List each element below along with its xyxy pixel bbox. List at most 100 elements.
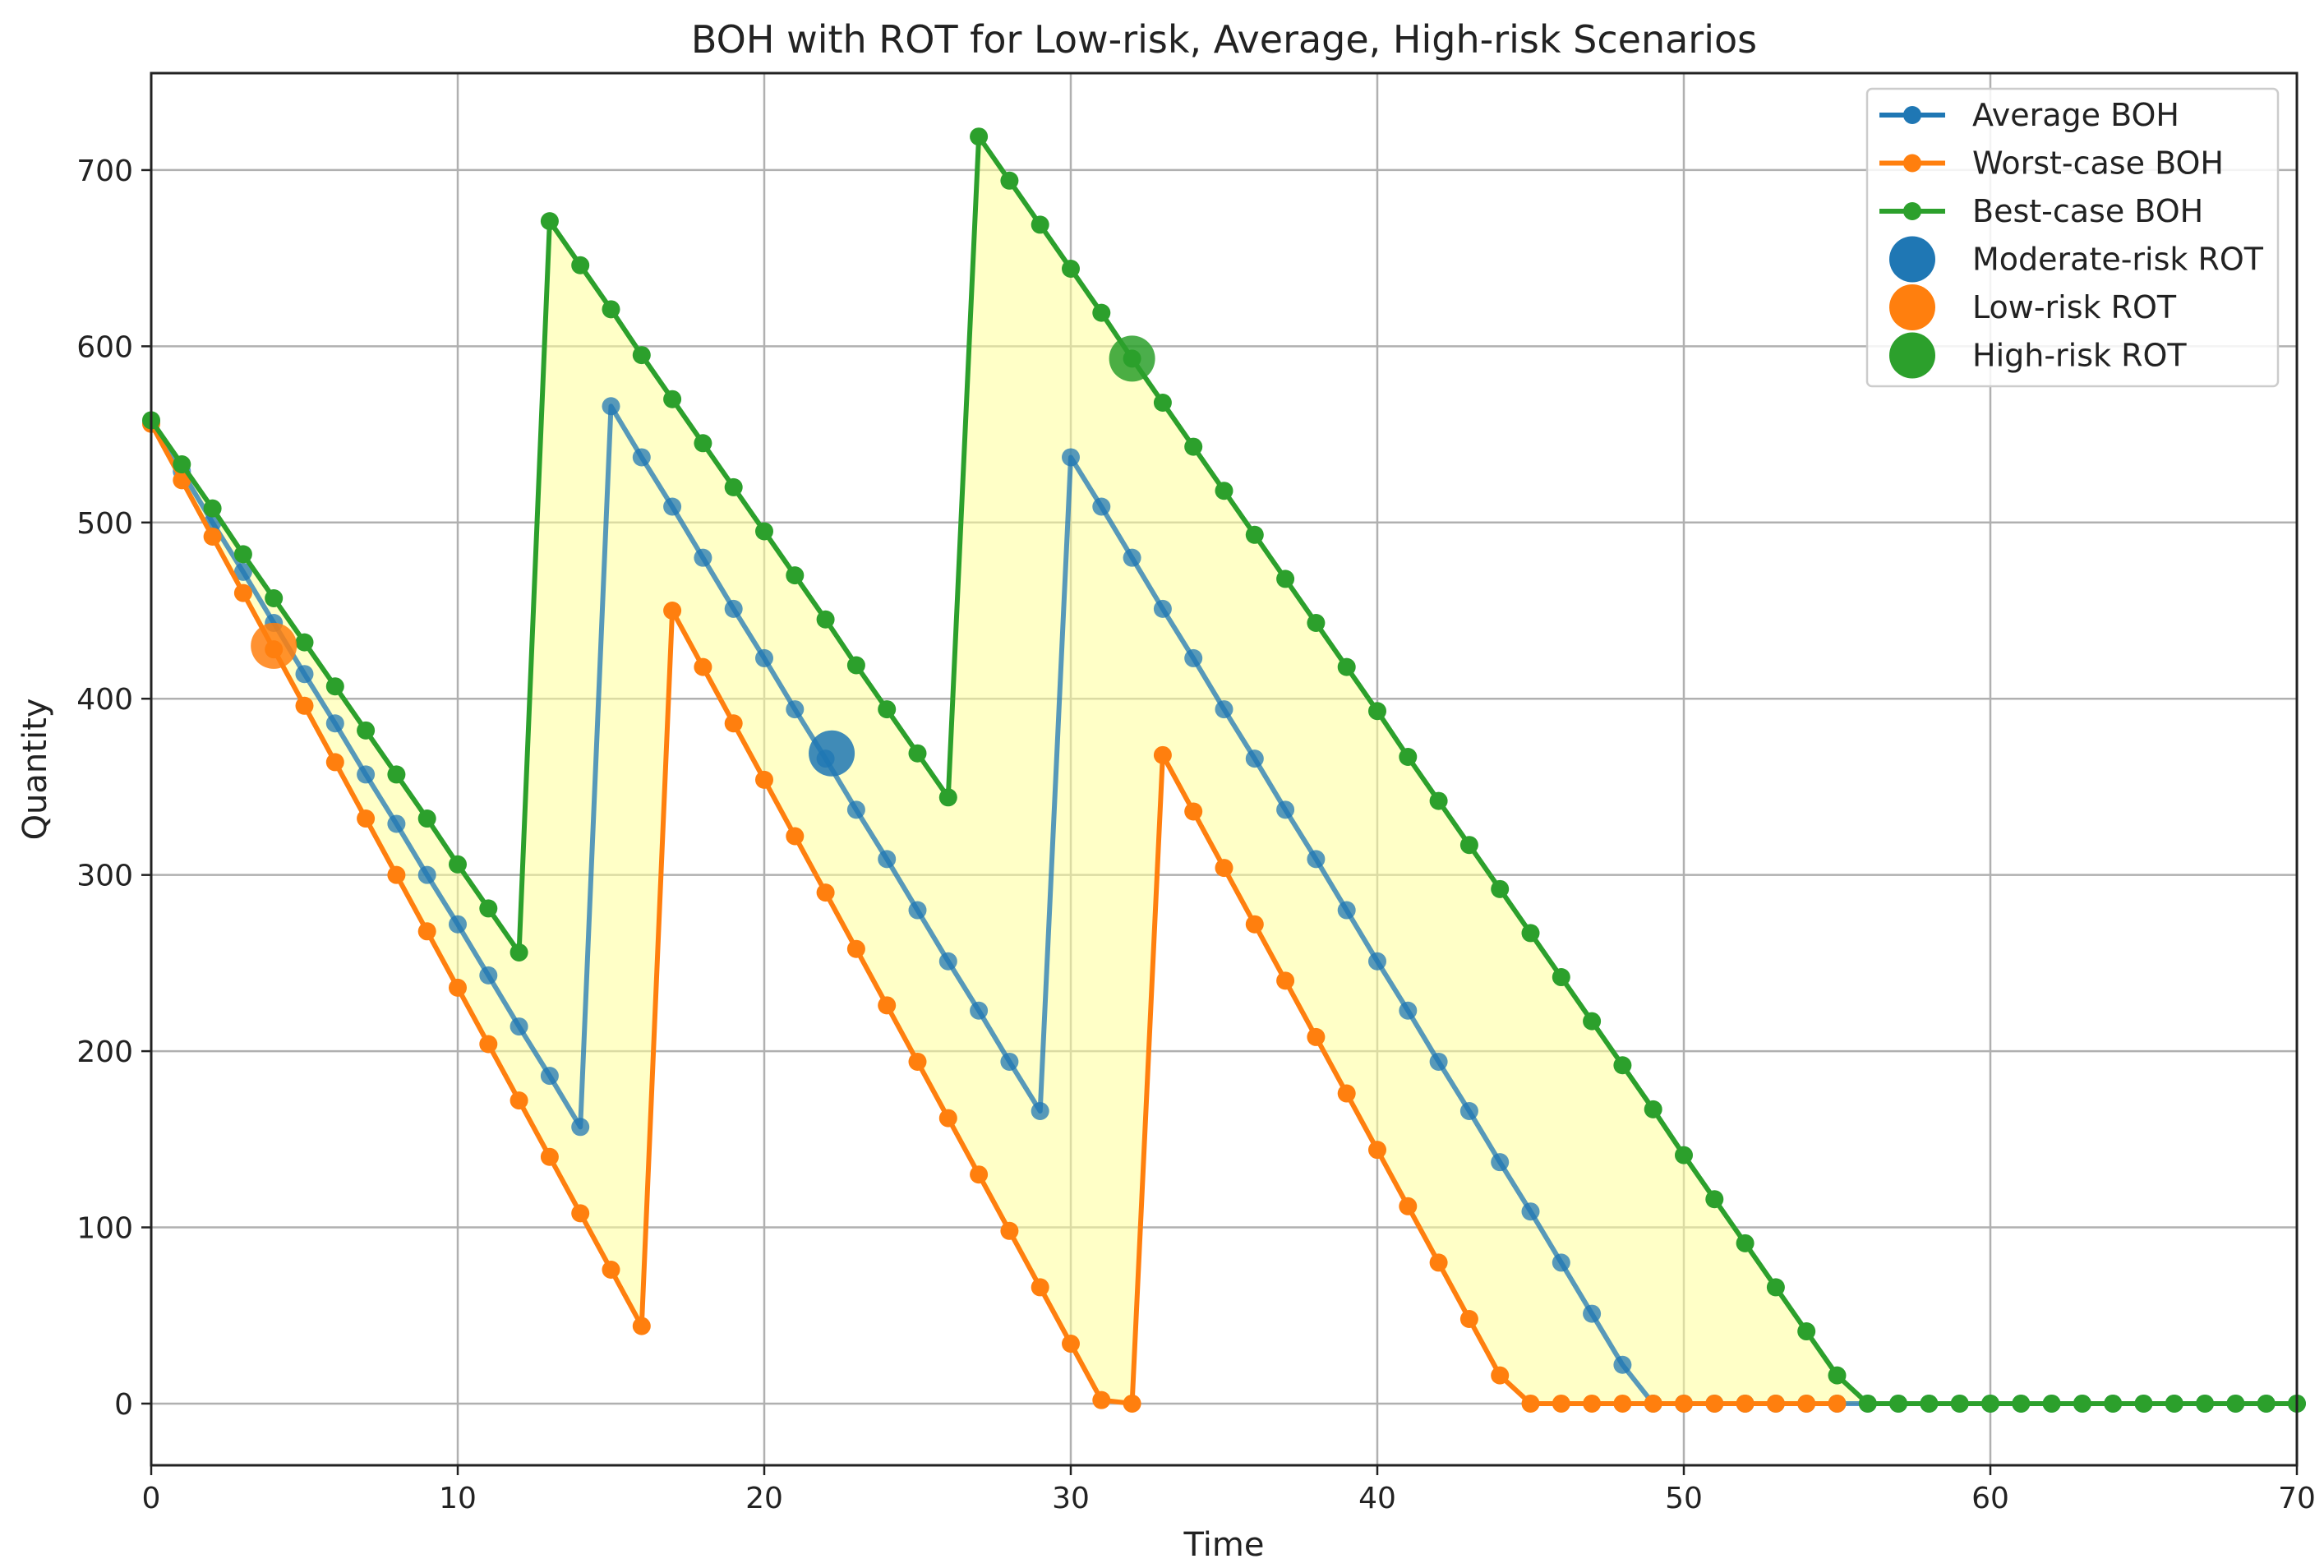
legend-label: Average BOH: [1972, 97, 2179, 133]
data-point: [938, 1109, 957, 1128]
data-point: [233, 583, 252, 602]
legend-entry: Worst-case BOH: [1879, 145, 2224, 182]
data-point: [602, 300, 620, 319]
data-point: [357, 765, 376, 784]
data-point: [295, 633, 314, 652]
data-point: [970, 1165, 989, 1184]
legend-box: [1865, 87, 2280, 388]
data-point: [417, 922, 436, 941]
legend-dot-swatch: [1889, 332, 1935, 379]
data-point: [1797, 1394, 1816, 1413]
legend-point-swatch: [1903, 202, 1921, 220]
data-point: [1644, 1100, 1662, 1118]
data-point: [540, 1067, 559, 1086]
data-point: [1705, 1190, 1724, 1209]
series-best-case-boh: [142, 127, 2306, 1413]
data-point: [1215, 482, 1233, 500]
data-point: [1307, 614, 1326, 633]
data-point: [510, 1017, 528, 1036]
data-point: [2257, 1394, 2276, 1413]
data-point: [387, 814, 406, 833]
data-point: [540, 212, 559, 231]
data-point: [2012, 1394, 2031, 1413]
data-point: [1337, 657, 1356, 676]
data-point: [694, 657, 712, 676]
data-point: [1307, 1027, 1326, 1046]
data-point: [1062, 260, 1080, 279]
legend-point-swatch: [1903, 154, 1921, 173]
data-point: [1797, 1322, 1816, 1341]
data-point: [510, 1091, 528, 1110]
data-point: [1552, 1253, 1570, 1272]
x-axis-label: Time: [1183, 1526, 1265, 1564]
data-point: [295, 665, 314, 684]
data-point: [1215, 859, 1233, 878]
chart-title: BOH with ROT for Low-risk, Average, High…: [691, 17, 1757, 62]
data-point: [908, 901, 927, 920]
legend-entry: Low-risk ROT: [1889, 284, 2177, 330]
data-point: [786, 700, 805, 719]
data-point: [694, 548, 712, 567]
legend: Average BOH Worst-case BOH Best-case BOH Mo…: [1865, 87, 2280, 388]
data-point: [1858, 1394, 1877, 1413]
data-point: [632, 346, 651, 365]
data-point: [1613, 1394, 1632, 1413]
data-point: [173, 471, 191, 490]
range-band: [151, 136, 2297, 1404]
data-point: [1889, 1394, 1908, 1413]
data-point: [1092, 497, 1111, 516]
legend-point-swatch: [1903, 106, 1921, 124]
data-point: [1245, 749, 1264, 768]
data-point: [602, 1260, 620, 1279]
data-point: [1613, 1056, 1632, 1075]
data-point: [1245, 915, 1264, 934]
legend-label: Moderate-risk ROT: [1972, 242, 2264, 278]
data-point: [357, 721, 376, 740]
data-point: [908, 1052, 927, 1071]
data-point: [1031, 215, 1049, 234]
data-point: [1552, 1394, 1570, 1413]
legend-label: Best-case BOH: [1972, 193, 2203, 229]
data-point: [1583, 1304, 1602, 1323]
data-point: [755, 522, 773, 541]
y-tick-label: 0: [114, 1388, 133, 1422]
data-point: [724, 477, 743, 496]
data-point: [449, 978, 467, 997]
data-point: [908, 744, 927, 763]
data-point: [1123, 548, 1141, 567]
x-tick-label: 40: [1358, 1482, 1396, 1515]
data-point: [1459, 1101, 1478, 1120]
data-point: [1675, 1146, 1693, 1164]
data-point: [1123, 1394, 1141, 1413]
data-point: [325, 714, 344, 733]
legend-label: Worst-case BOH: [1972, 145, 2224, 182]
data-point: [786, 827, 805, 846]
legend-entry: Average BOH: [1879, 97, 2179, 133]
data-point: [1920, 1394, 1939, 1413]
data-point: [1521, 1202, 1540, 1221]
data-point: [1062, 1335, 1080, 1354]
data-point: [1184, 802, 1203, 821]
rot-markers: [251, 335, 1155, 777]
data-point: [1276, 800, 1295, 819]
data-point: [265, 589, 284, 608]
data-point: [1736, 1234, 1755, 1252]
data-point: [846, 656, 865, 675]
data-point: [1491, 879, 1510, 898]
data-point: [1368, 952, 1386, 971]
data-point: [2104, 1394, 2123, 1413]
fill-between-band: [151, 136, 2297, 1404]
moderate-risk-rotmarker: [809, 730, 855, 777]
data-point: [2196, 1394, 2215, 1413]
data-point: [571, 1204, 590, 1223]
data-point: [1429, 791, 1448, 810]
data-point: [1552, 968, 1570, 987]
data-point: [1062, 448, 1080, 467]
data-point: [1000, 1052, 1019, 1071]
data-point: [479, 966, 498, 985]
y-tick-label: 500: [76, 507, 133, 541]
data-point: [816, 610, 835, 629]
data-point: [1675, 1394, 1693, 1413]
data-point: [1184, 648, 1203, 667]
data-point: [1429, 1253, 1448, 1272]
